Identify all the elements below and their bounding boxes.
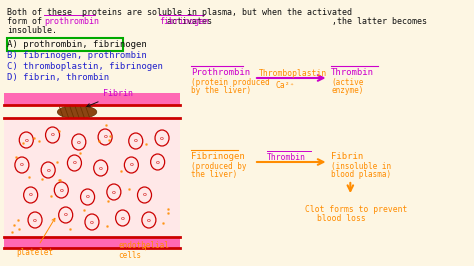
Text: Prothrombin: Prothrombin xyxy=(191,68,250,77)
Text: o: o xyxy=(147,218,151,222)
Text: (protein produced: (protein produced xyxy=(191,78,270,87)
Text: (active: (active xyxy=(331,78,364,87)
Text: o: o xyxy=(121,215,125,221)
Bar xyxy=(4,93,180,105)
Bar xyxy=(4,236,180,248)
Text: platelet: platelet xyxy=(16,218,55,257)
Text: (insoluble in: (insoluble in xyxy=(331,162,391,171)
Text: Thromboplastin: Thromboplastin xyxy=(258,69,327,78)
Text: Thrombin: Thrombin xyxy=(331,68,374,77)
Bar xyxy=(7,38,123,51)
Text: o: o xyxy=(51,132,55,138)
Text: o: o xyxy=(99,165,103,171)
Text: by the liver): by the liver) xyxy=(191,86,251,95)
Text: enzyme): enzyme) xyxy=(331,86,364,95)
Text: o: o xyxy=(20,163,24,168)
Text: o: o xyxy=(129,163,133,168)
Text: o: o xyxy=(134,139,137,143)
Text: Both of these  proteins are soluble in plasma, but when the activated: Both of these proteins are soluble in pl… xyxy=(7,8,352,17)
Text: o: o xyxy=(73,160,76,165)
Text: o: o xyxy=(64,213,68,218)
Text: o: o xyxy=(90,219,94,225)
Text: o: o xyxy=(59,188,63,193)
Text: o: o xyxy=(29,193,33,197)
Text: o: o xyxy=(77,139,81,144)
Ellipse shape xyxy=(57,106,97,118)
Text: blood loss: blood loss xyxy=(317,214,366,223)
Text: D) fibrin, thrombin: D) fibrin, thrombin xyxy=(7,73,109,82)
Text: the liver): the liver) xyxy=(191,170,237,179)
Text: Fibrin: Fibrin xyxy=(331,152,363,161)
Bar xyxy=(4,118,180,237)
Text: o: o xyxy=(86,194,90,200)
Text: o: o xyxy=(112,189,116,194)
Text: o: o xyxy=(46,168,50,172)
Text: Clot forms to prevent: Clot forms to prevent xyxy=(305,205,407,214)
Text: blood plasma): blood plasma) xyxy=(331,170,391,179)
Text: o: o xyxy=(103,135,107,139)
Text: o: o xyxy=(160,135,164,140)
Text: fibrinogen: fibrinogen xyxy=(159,17,210,26)
Text: C) thromboplastin, fibrinogen: C) thromboplastin, fibrinogen xyxy=(7,62,163,71)
Text: prothrombin: prothrombin xyxy=(44,17,99,26)
Text: form of                         activates                        ,the latter bec: form of activates ,the latter bec xyxy=(7,17,427,26)
Text: Thrombin: Thrombin xyxy=(267,153,306,162)
Text: o: o xyxy=(156,160,160,164)
Text: insoluble.: insoluble. xyxy=(7,26,57,35)
Text: (produced by: (produced by xyxy=(191,162,246,171)
Text: Ca²⁺: Ca²⁺ xyxy=(276,81,295,90)
Text: Fibrin: Fibrin xyxy=(87,89,133,107)
Text: Fibrinogen: Fibrinogen xyxy=(191,152,245,161)
Text: A) prothrombin, fibrinogen: A) prothrombin, fibrinogen xyxy=(7,40,147,49)
Text: endothelial
cells: endothelial cells xyxy=(118,241,169,260)
Text: o: o xyxy=(24,138,28,143)
Text: o: o xyxy=(143,193,146,197)
Text: B) fibrinogen, prothrombin: B) fibrinogen, prothrombin xyxy=(7,51,147,60)
Text: o: o xyxy=(33,218,37,222)
